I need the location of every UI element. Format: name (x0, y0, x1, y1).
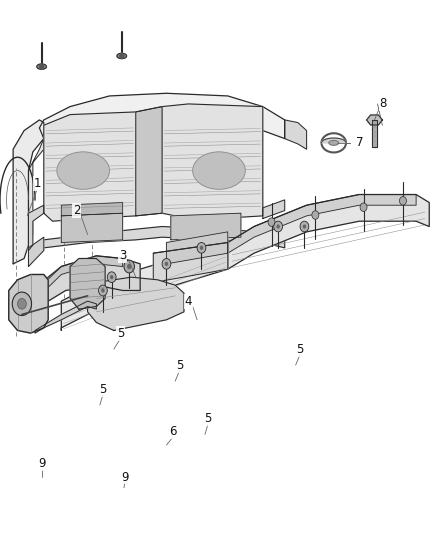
Text: 5: 5 (176, 359, 183, 372)
Text: 2: 2 (73, 204, 81, 217)
Polygon shape (9, 274, 48, 333)
Polygon shape (70, 259, 105, 309)
Ellipse shape (37, 64, 46, 69)
Text: 5: 5 (99, 383, 106, 395)
Polygon shape (61, 243, 228, 330)
Text: 5: 5 (117, 327, 124, 340)
Text: 5: 5 (205, 412, 212, 425)
Circle shape (312, 211, 319, 219)
Circle shape (127, 264, 131, 269)
Circle shape (276, 224, 280, 229)
Circle shape (303, 224, 306, 229)
Polygon shape (171, 213, 241, 240)
Circle shape (268, 218, 275, 227)
Polygon shape (44, 112, 136, 221)
Polygon shape (228, 195, 416, 253)
Polygon shape (28, 205, 44, 251)
Circle shape (360, 203, 367, 212)
Text: 9: 9 (121, 471, 129, 483)
Circle shape (119, 53, 124, 59)
Ellipse shape (117, 53, 127, 59)
Circle shape (39, 63, 44, 70)
Polygon shape (285, 120, 307, 149)
Ellipse shape (329, 140, 339, 146)
Polygon shape (88, 277, 184, 330)
Circle shape (162, 259, 171, 269)
Text: 8: 8 (380, 98, 387, 110)
Circle shape (101, 288, 105, 293)
Polygon shape (367, 115, 382, 125)
Circle shape (200, 246, 203, 250)
Text: 7: 7 (356, 136, 364, 149)
Polygon shape (28, 237, 44, 266)
Circle shape (300, 221, 309, 232)
Polygon shape (28, 227, 285, 259)
Polygon shape (321, 138, 346, 143)
Polygon shape (162, 104, 263, 219)
Polygon shape (372, 120, 377, 147)
Circle shape (165, 262, 168, 266)
Circle shape (197, 243, 206, 253)
Polygon shape (35, 256, 140, 330)
Polygon shape (35, 301, 96, 333)
Polygon shape (61, 213, 123, 243)
Circle shape (12, 292, 32, 316)
Text: 5: 5 (297, 343, 304, 356)
Polygon shape (136, 107, 162, 216)
Ellipse shape (193, 152, 245, 189)
Text: 6: 6 (169, 425, 177, 438)
Polygon shape (13, 120, 44, 264)
Circle shape (18, 298, 26, 309)
Polygon shape (166, 232, 228, 264)
Polygon shape (39, 93, 285, 139)
Text: 4: 4 (184, 295, 192, 308)
Polygon shape (28, 139, 44, 245)
Circle shape (99, 285, 107, 296)
Circle shape (110, 275, 113, 279)
Text: 1: 1 (33, 177, 41, 190)
Polygon shape (61, 203, 123, 216)
Ellipse shape (57, 152, 110, 189)
Circle shape (274, 221, 283, 232)
Polygon shape (153, 243, 228, 282)
Circle shape (399, 197, 406, 205)
Polygon shape (228, 195, 429, 269)
Polygon shape (39, 256, 123, 296)
Circle shape (124, 260, 134, 273)
Text: 3: 3 (119, 249, 126, 262)
Text: 9: 9 (38, 457, 46, 470)
Polygon shape (263, 200, 285, 219)
Circle shape (107, 272, 116, 282)
